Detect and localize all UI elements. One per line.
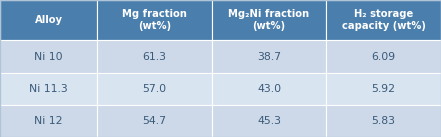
Text: 5.92: 5.92 <box>372 84 396 94</box>
Text: Mg fraction
(wt%): Mg fraction (wt%) <box>122 9 187 31</box>
Text: 6.09: 6.09 <box>372 52 396 62</box>
Bar <box>326 73 441 105</box>
Text: 54.7: 54.7 <box>142 116 166 126</box>
Bar <box>212 73 326 105</box>
Text: 43.0: 43.0 <box>257 84 281 94</box>
Text: Ni 11.3: Ni 11.3 <box>29 84 68 94</box>
Bar <box>0 40 97 73</box>
Bar <box>0 0 97 40</box>
Bar <box>326 105 441 137</box>
Text: Ni 12: Ni 12 <box>34 116 63 126</box>
Text: 61.3: 61.3 <box>142 52 166 62</box>
Bar <box>326 40 441 73</box>
Text: Ni 10: Ni 10 <box>34 52 63 62</box>
Bar <box>97 40 212 73</box>
Bar <box>212 105 326 137</box>
Bar <box>212 40 326 73</box>
Text: Mg₂Ni fraction
(wt%): Mg₂Ni fraction (wt%) <box>228 9 310 31</box>
Text: H₂ storage
capacity (wt%): H₂ storage capacity (wt%) <box>342 9 426 31</box>
Bar <box>97 105 212 137</box>
Bar <box>0 105 97 137</box>
Text: 45.3: 45.3 <box>257 116 281 126</box>
Text: 57.0: 57.0 <box>142 84 166 94</box>
Bar <box>97 73 212 105</box>
Bar <box>326 0 441 40</box>
Text: 5.83: 5.83 <box>372 116 396 126</box>
Text: Alloy: Alloy <box>34 15 63 25</box>
Bar <box>97 0 212 40</box>
Text: 38.7: 38.7 <box>257 52 281 62</box>
Bar <box>212 0 326 40</box>
Bar <box>0 73 97 105</box>
